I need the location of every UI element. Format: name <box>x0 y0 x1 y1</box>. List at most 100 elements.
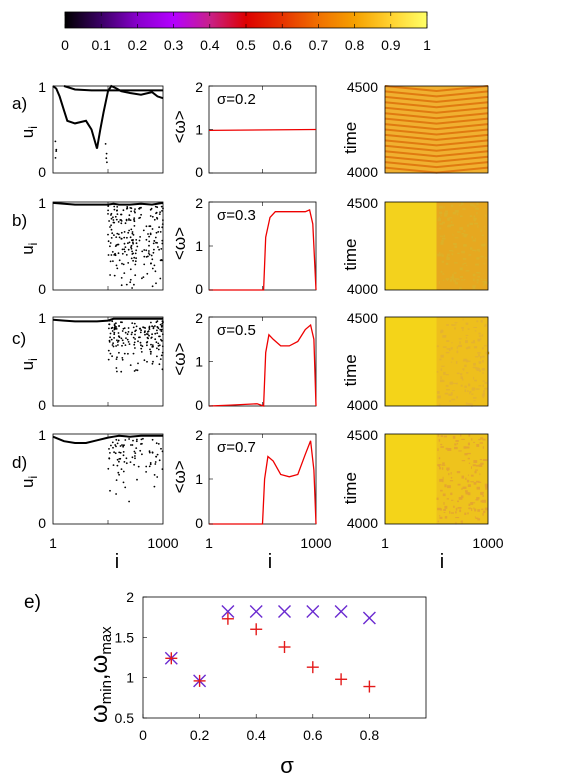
colorbar-tick-label: 0.2 <box>128 37 148 53</box>
heatmap-texture <box>481 508 484 511</box>
u-scatter-dot <box>161 368 164 371</box>
heatmap-texture <box>484 281 489 284</box>
u-scatter-dot <box>112 345 115 348</box>
heatmap-texture <box>482 499 486 503</box>
u-scatter-dot <box>156 217 159 220</box>
u-scatter-dot <box>143 326 146 329</box>
svg-text:<ω>: <ω> <box>170 227 189 260</box>
e-y-tick-label: 2 <box>126 589 134 605</box>
u-scatter-dot <box>124 439 127 441</box>
heatmap-texture <box>436 371 439 373</box>
u-scatter-dot <box>105 157 108 160</box>
panel-frame <box>384 85 489 174</box>
u-scatter-dot <box>133 283 135 286</box>
u-scatter-dot <box>138 239 141 242</box>
heatmap-texture <box>459 267 463 271</box>
heatmap-texture <box>482 372 484 374</box>
u-scatter-dot <box>159 328 162 331</box>
u-scatter-dot <box>122 444 125 447</box>
u-scatter-dot <box>116 209 118 212</box>
u-scatter-dot <box>156 206 159 209</box>
u-scatter-dot <box>148 451 151 454</box>
y-tick-label: 2 <box>195 310 203 326</box>
u-scatter-dot <box>121 248 124 251</box>
u-scatter-dot <box>105 152 108 155</box>
heatmap-texture <box>462 486 467 489</box>
u-scatter-dot <box>120 219 122 221</box>
heatmap-texture <box>478 352 481 354</box>
u-scatter-dot <box>143 249 146 251</box>
u-scatter-dot <box>127 341 130 343</box>
u-series-line <box>52 434 163 444</box>
u-scatter-dot <box>121 330 124 332</box>
u-scatter-dot <box>117 252 120 255</box>
u-scatter-dot <box>120 213 122 216</box>
heatmap-texture <box>455 382 458 385</box>
heatmap-texture <box>460 376 463 379</box>
heatmap-texture <box>458 497 463 500</box>
heatmap-texture <box>484 387 488 390</box>
x-tick-label: 1 <box>205 535 213 551</box>
heatmap-texture <box>475 207 479 210</box>
heatmap-texture <box>455 440 459 442</box>
u-scatter-dot <box>138 336 140 339</box>
u-scatter-dot <box>150 207 153 210</box>
u-scatter-dot <box>143 359 146 362</box>
u-scatter-dot <box>132 241 134 244</box>
heatmap-texture <box>439 227 442 230</box>
heatmap-texture <box>457 483 461 486</box>
omega-min-marker <box>363 680 376 693</box>
u-scatter-dot <box>133 370 136 372</box>
u-scatter-dot <box>110 444 112 447</box>
u-scatter-dot <box>118 460 120 463</box>
u-scatter-dot <box>125 462 128 465</box>
u-series-line <box>63 85 163 92</box>
heatmap-texture <box>440 379 444 383</box>
heatmap-texture <box>437 507 441 511</box>
heatmap-texture <box>438 281 441 284</box>
heatmap-texture <box>480 320 483 323</box>
u-scatter-dot <box>161 320 164 322</box>
u-scatter-dot <box>152 242 155 245</box>
e-x-tick-label: 0 <box>139 727 147 743</box>
u-scatter-dot <box>107 349 110 352</box>
omega-min-marker <box>250 623 263 636</box>
u-scatter-dot <box>115 244 118 247</box>
heatmap-texture <box>437 253 441 257</box>
u-scatter-dot <box>134 333 136 336</box>
heatmap-texture <box>446 257 450 260</box>
omega-ylabel: <ω> <box>170 343 189 376</box>
u-scatter-dot <box>122 451 125 453</box>
heatmap-texture <box>442 346 447 348</box>
u-scatter-dot <box>151 333 154 336</box>
heatmap-texture <box>472 285 477 287</box>
heatmap-texture <box>453 279 456 282</box>
u-scatter-dot <box>161 333 164 336</box>
u-scatter-dot <box>118 325 120 327</box>
heatmap-texture <box>476 212 478 215</box>
heatmap-texture <box>474 508 477 512</box>
heatmap-texture <box>471 388 475 391</box>
u-scatter-dot <box>150 254 153 257</box>
u-scatter-dot <box>109 336 111 339</box>
heatmap-texture <box>466 234 469 236</box>
u-scatter-dot <box>156 329 158 332</box>
u-scatter-dot <box>122 209 125 212</box>
heatmap-texture <box>454 281 457 284</box>
u-scatter-dot <box>152 326 155 328</box>
u-scatter-dot <box>153 264 156 267</box>
u-scatter-dot <box>155 282 157 285</box>
u-scatter-dot <box>147 252 150 255</box>
heatmap-texture <box>457 252 460 254</box>
u-scatter-dot <box>121 444 123 446</box>
heatmap-texture <box>460 373 463 376</box>
heatmap-texture <box>453 382 458 384</box>
heatmap-texture <box>438 464 442 466</box>
u-scatter-dot <box>146 331 149 333</box>
heatmap-texture <box>471 438 473 441</box>
heatmap-texture <box>446 389 450 391</box>
heatmap-texture <box>472 273 476 277</box>
heatmap-texture <box>483 459 488 461</box>
heatmap-texture <box>483 226 486 228</box>
u-scatter-dot <box>130 333 133 336</box>
